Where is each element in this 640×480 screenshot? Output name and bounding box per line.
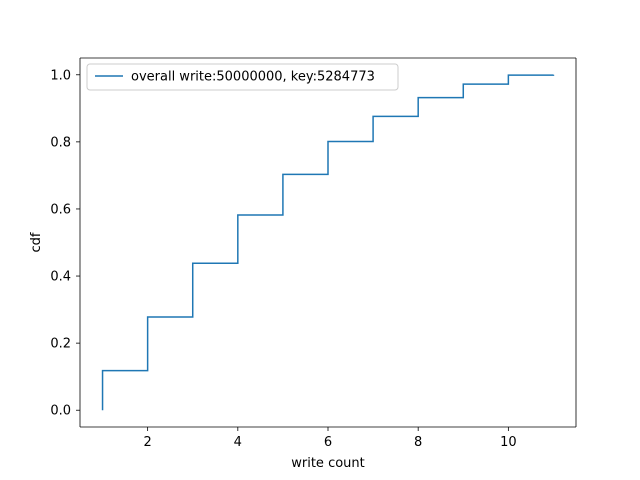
x-tick-label: 4	[234, 435, 242, 450]
plot-area	[80, 58, 576, 427]
y-tick-label: 0.2	[50, 337, 71, 352]
series-layer	[101, 74, 555, 411]
x-axis-label: write count	[291, 456, 365, 471]
y-tick-label: 1.0	[50, 68, 71, 83]
y-axis-label: cdf	[29, 232, 44, 252]
y-tick-label: 0.6	[50, 202, 71, 217]
x-axis-ticks: 2 4 6 8 10	[143, 427, 517, 450]
y-axis-ticks: 0.0 0.2 0.4 0.6 0.8 1.0	[50, 68, 80, 419]
y-tick-label: 0.0	[50, 404, 71, 419]
x-tick-label: 10	[500, 435, 517, 450]
x-tick-label: 2	[143, 435, 151, 450]
x-tick-label: 8	[414, 435, 422, 450]
axes-background	[80, 58, 576, 427]
y-tick-label: 0.8	[50, 135, 71, 150]
series-line	[101, 74, 555, 411]
legend: overall write:50000000, key:5284773	[86, 63, 399, 91]
x-tick-label: 6	[324, 435, 332, 450]
y-tick-label: 0.4	[50, 270, 71, 285]
legend-box	[86, 63, 399, 91]
legend-entry-label: overall write:50000000, key:5284773	[131, 70, 375, 85]
